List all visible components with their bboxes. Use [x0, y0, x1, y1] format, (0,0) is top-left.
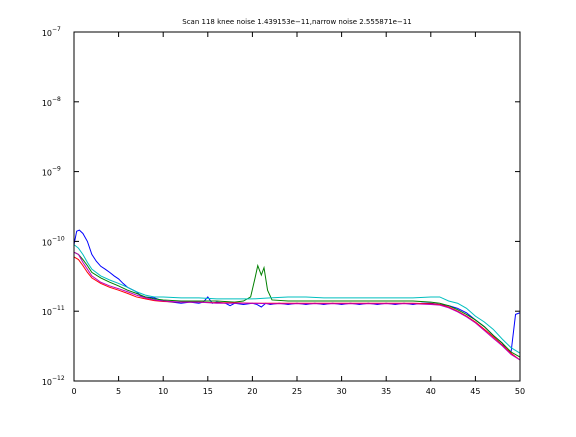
series-line-4 — [73, 244, 521, 354]
series-line-2 — [73, 251, 521, 358]
y-tick-label-exponent: −7 — [52, 26, 61, 33]
x-tick-label: 30 — [337, 387, 347, 396]
y-tick-label: 10 −12 — [42, 375, 65, 387]
x-tick-label: 45 — [470, 387, 480, 396]
y-tick-label: 10 −11 — [42, 305, 65, 317]
series-layer — [73, 229, 521, 361]
y-tick-label-exponent: −9 — [52, 166, 61, 173]
y-tick-label-exponent: −12 — [52, 375, 65, 382]
chart-title: Scan 118 knee noise 1.439153e−11,narrow … — [182, 18, 411, 26]
y-tick-label-base: 10 — [42, 378, 52, 387]
x-tick-label: 35 — [381, 387, 391, 396]
y-tick-label: 10 −8 — [42, 96, 61, 108]
y-tick-label-exponent: −10 — [52, 235, 65, 242]
y-tick-label-base: 10 — [42, 99, 52, 108]
y-tick-label-exponent: −8 — [52, 96, 61, 103]
x-tick-label: 5 — [116, 387, 121, 396]
x-tick-label: 25 — [292, 387, 302, 396]
x-tick-label: 15 — [203, 387, 213, 396]
x-tick-label: 20 — [247, 387, 257, 396]
y-tick-label: 10 −10 — [42, 235, 65, 247]
x-tick-label: 0 — [71, 387, 76, 396]
x-tick-label: 10 — [158, 387, 168, 396]
x-tick-label: 50 — [515, 387, 525, 396]
y-tick-label: 10 −7 — [42, 26, 61, 38]
x-tick-label: 40 — [426, 387, 436, 396]
y-tick-label: 10 −9 — [42, 166, 61, 178]
y-tick-label-exponent: −11 — [52, 305, 65, 312]
y-tick-label-base: 10 — [42, 169, 52, 178]
y-tick-label-base: 10 — [42, 29, 52, 38]
y-tick-label-base: 10 — [42, 238, 52, 247]
y-tick-label-base: 10 — [42, 308, 52, 317]
series-line-5 — [73, 251, 521, 361]
